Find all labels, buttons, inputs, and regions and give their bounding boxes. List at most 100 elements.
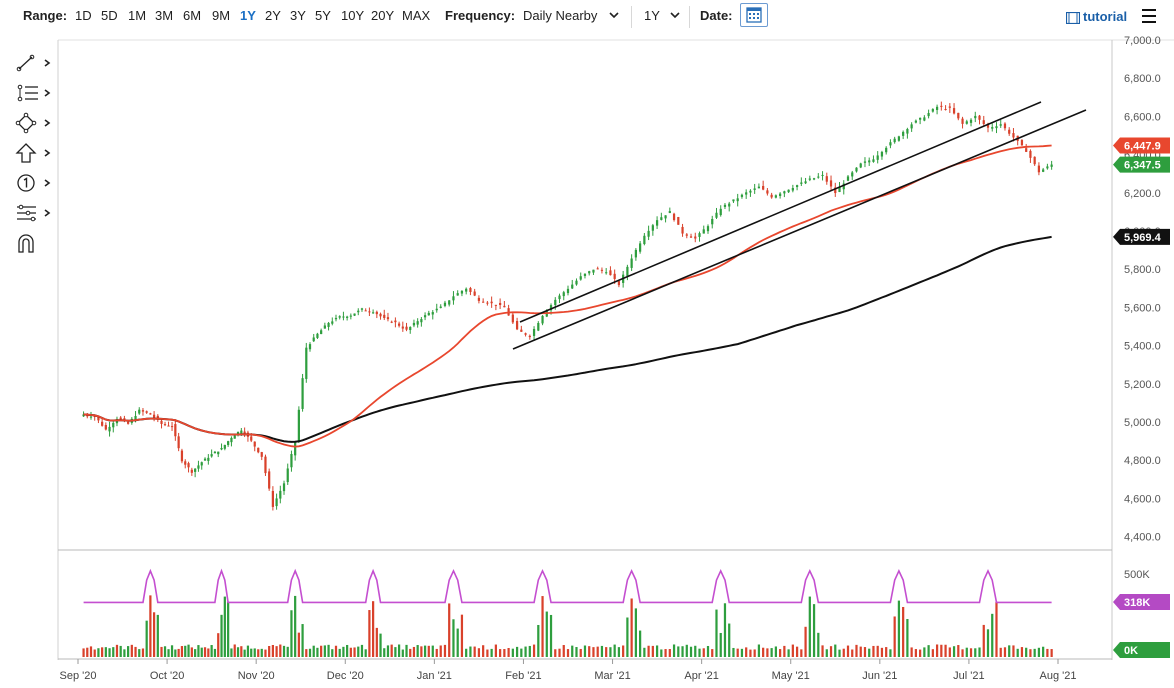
volume-bar bbox=[275, 646, 278, 657]
range-button-1d[interactable]: 1D bbox=[75, 8, 92, 23]
volume-bar bbox=[655, 645, 659, 657]
candle-body bbox=[368, 311, 371, 313]
arrow-tool[interactable] bbox=[14, 142, 54, 164]
volume-bar bbox=[1042, 646, 1045, 657]
candle-body bbox=[431, 312, 434, 315]
pattern-tool[interactable] bbox=[14, 202, 54, 224]
volume-bar bbox=[609, 647, 612, 657]
candle-body bbox=[694, 236, 697, 239]
volume-bar bbox=[872, 645, 875, 657]
candle-body bbox=[372, 312, 375, 314]
candle-body bbox=[927, 113, 930, 117]
x-tick-label: May '21 bbox=[772, 670, 810, 682]
volume-bar bbox=[613, 644, 616, 657]
volume-bar bbox=[762, 647, 765, 657]
menu-icon[interactable] bbox=[1142, 9, 1156, 23]
range-button-1m[interactable]: 1M bbox=[128, 8, 147, 23]
candle-body bbox=[1025, 148, 1028, 152]
volume-bar bbox=[651, 645, 654, 657]
candle-body bbox=[863, 161, 867, 163]
volume-bar bbox=[1033, 648, 1036, 657]
range-button-max[interactable]: MAX bbox=[402, 8, 431, 23]
frequency-select[interactable]: Daily Nearby bbox=[523, 8, 598, 23]
candle-body bbox=[897, 136, 901, 141]
volume-bar bbox=[297, 632, 300, 657]
volume-bar bbox=[702, 648, 705, 657]
volume-bar bbox=[774, 646, 777, 657]
candle-body bbox=[482, 301, 485, 303]
volume-bar bbox=[643, 647, 646, 657]
candle-body bbox=[89, 416, 93, 418]
candle-body bbox=[515, 320, 519, 330]
volume-bar bbox=[460, 614, 464, 657]
fibonacci-tool-icon bbox=[17, 84, 51, 102]
chevron-down-icon[interactable] bbox=[669, 9, 681, 21]
candle-body bbox=[893, 138, 896, 143]
volume-bar bbox=[160, 646, 163, 657]
candle-body bbox=[203, 458, 207, 461]
range-button-20y[interactable]: 20Y bbox=[371, 8, 395, 23]
range-button-2y[interactable]: 2Y bbox=[265, 8, 281, 23]
tutorial-link[interactable]: tutorial bbox=[1083, 9, 1128, 24]
magnet-tool[interactable] bbox=[14, 232, 54, 254]
volume-bar bbox=[825, 649, 828, 657]
volume-bar bbox=[184, 645, 187, 657]
candle-body bbox=[846, 176, 850, 181]
film-icon[interactable] bbox=[1066, 12, 1080, 24]
volume-bar bbox=[732, 647, 735, 657]
volume-bar bbox=[112, 647, 115, 657]
candle-body bbox=[477, 297, 481, 301]
range-button-5d[interactable]: 5D bbox=[101, 8, 118, 23]
range-button-6m[interactable]: 6M bbox=[183, 8, 202, 23]
volume-bar bbox=[876, 645, 879, 657]
volume-bar bbox=[141, 648, 145, 657]
candle-body bbox=[423, 315, 427, 318]
range-button-5y[interactable]: 5Y bbox=[315, 8, 331, 23]
fibonacci-tool[interactable] bbox=[14, 82, 54, 104]
volume-bar bbox=[919, 649, 922, 657]
volume-bar bbox=[320, 645, 323, 657]
candle-body bbox=[320, 330, 323, 335]
chevron-down-icon[interactable] bbox=[608, 9, 620, 21]
candle-body bbox=[770, 194, 773, 198]
period-select[interactable]: 1Y bbox=[644, 8, 660, 23]
volume-bar bbox=[745, 647, 748, 657]
candle-body bbox=[127, 421, 130, 424]
candle-body bbox=[829, 180, 833, 187]
volume-bar bbox=[935, 644, 939, 657]
magnet-icon bbox=[18, 234, 34, 253]
range-button-10y[interactable]: 10Y bbox=[341, 8, 365, 23]
volume-bar bbox=[1050, 649, 1053, 657]
range-button-1y[interactable]: 1Y bbox=[240, 8, 256, 23]
range-button-3y[interactable]: 3Y bbox=[290, 8, 306, 23]
candle-body bbox=[390, 321, 393, 323]
volume-bar bbox=[316, 647, 319, 657]
line-tool[interactable] bbox=[14, 52, 54, 74]
candle-body bbox=[386, 317, 390, 320]
candle-body bbox=[416, 321, 419, 325]
volume-tag: 0K bbox=[1124, 645, 1138, 657]
candle-body bbox=[974, 115, 977, 119]
volume-bar bbox=[294, 595, 297, 657]
volume-bar bbox=[694, 645, 697, 657]
candle-body bbox=[364, 310, 367, 312]
calendar-button[interactable] bbox=[740, 3, 768, 27]
volume-bar bbox=[469, 646, 472, 657]
volume-bar bbox=[689, 646, 693, 657]
candle-body bbox=[952, 108, 956, 114]
shape-tool[interactable] bbox=[14, 112, 54, 134]
volume-bar bbox=[194, 649, 197, 657]
candle-body bbox=[795, 185, 799, 188]
volume-bar bbox=[230, 648, 233, 657]
volume-bar bbox=[859, 646, 862, 657]
volume-bar bbox=[405, 644, 408, 657]
range-button-9m[interactable]: 9M bbox=[212, 8, 231, 23]
candle-body bbox=[605, 272, 608, 274]
candle-body bbox=[220, 448, 223, 450]
candle-body bbox=[1029, 150, 1032, 158]
number-tool[interactable] bbox=[14, 172, 54, 194]
volume-bar bbox=[520, 648, 523, 657]
shape-tool-icon bbox=[15, 112, 51, 134]
range-button-3m[interactable]: 3M bbox=[155, 8, 174, 23]
